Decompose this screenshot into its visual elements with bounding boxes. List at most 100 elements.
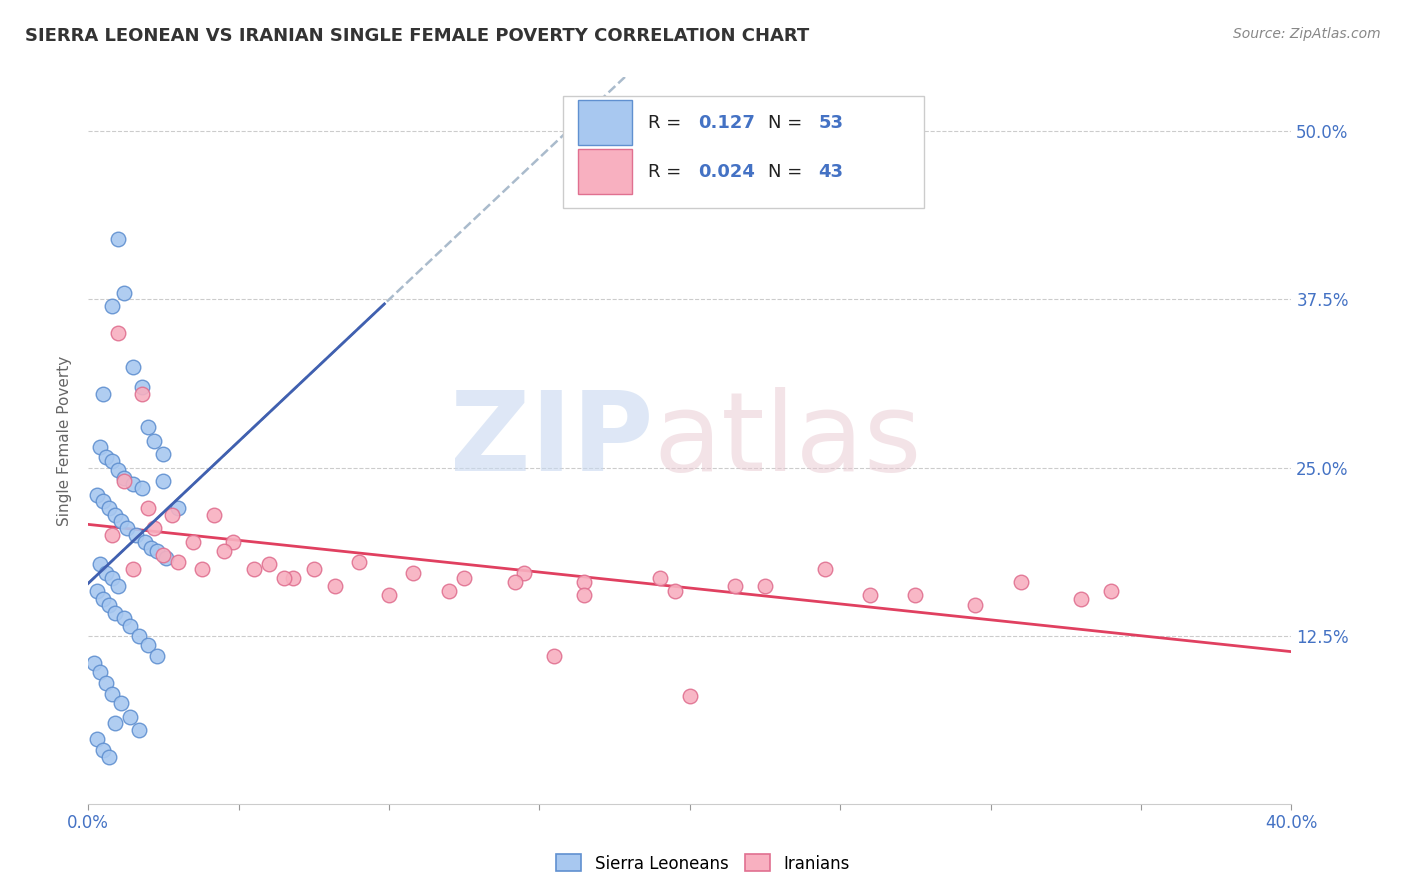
Point bbox=[86, 584, 108, 599]
Point bbox=[453, 571, 475, 585]
Point bbox=[86, 487, 108, 501]
FancyBboxPatch shape bbox=[578, 100, 631, 145]
Point bbox=[257, 558, 280, 572]
Point bbox=[347, 555, 370, 569]
Point bbox=[101, 571, 124, 585]
Point bbox=[191, 561, 214, 575]
Point bbox=[143, 521, 166, 535]
Text: ZIP: ZIP bbox=[450, 387, 654, 494]
Point bbox=[110, 696, 132, 710]
Point bbox=[146, 648, 169, 663]
Point bbox=[724, 579, 747, 593]
Point bbox=[107, 463, 129, 477]
Point bbox=[101, 454, 124, 468]
Point bbox=[152, 548, 174, 562]
FancyBboxPatch shape bbox=[578, 149, 631, 194]
Text: R =: R = bbox=[648, 163, 686, 181]
Point bbox=[125, 528, 148, 542]
Point bbox=[323, 579, 346, 593]
Text: N =: N = bbox=[768, 163, 808, 181]
Point bbox=[112, 611, 135, 625]
Point bbox=[86, 732, 108, 747]
Point bbox=[117, 521, 139, 535]
Point bbox=[128, 723, 150, 737]
Point bbox=[167, 555, 190, 569]
Text: R =: R = bbox=[648, 114, 686, 132]
Point bbox=[98, 598, 121, 612]
Point bbox=[141, 541, 163, 556]
Point bbox=[664, 584, 686, 599]
Point bbox=[122, 561, 145, 575]
Point bbox=[136, 420, 159, 434]
Point bbox=[904, 589, 927, 603]
Point bbox=[543, 648, 565, 663]
Point bbox=[437, 584, 460, 599]
Point bbox=[91, 386, 114, 401]
Point bbox=[378, 589, 401, 603]
Legend: Sierra Leoneans, Iranians: Sierra Leoneans, Iranians bbox=[550, 847, 856, 880]
Point bbox=[98, 750, 121, 764]
Point bbox=[679, 690, 702, 704]
Point bbox=[574, 574, 596, 589]
FancyBboxPatch shape bbox=[564, 95, 924, 208]
Point bbox=[128, 629, 150, 643]
Point bbox=[104, 508, 127, 522]
Point bbox=[152, 474, 174, 488]
Text: atlas: atlas bbox=[654, 387, 922, 494]
Point bbox=[754, 579, 776, 593]
Point bbox=[183, 534, 205, 549]
Point bbox=[503, 574, 526, 589]
Point bbox=[574, 589, 596, 603]
Point bbox=[112, 471, 135, 485]
Point bbox=[89, 558, 111, 572]
Point bbox=[134, 534, 156, 549]
Text: SIERRA LEONEAN VS IRANIAN SINGLE FEMALE POVERTY CORRELATION CHART: SIERRA LEONEAN VS IRANIAN SINGLE FEMALE … bbox=[25, 27, 810, 45]
Point bbox=[143, 434, 166, 448]
Point bbox=[302, 561, 325, 575]
Point bbox=[152, 447, 174, 461]
Point bbox=[120, 709, 142, 723]
Point bbox=[965, 598, 987, 612]
Point bbox=[146, 544, 169, 558]
Text: 0.127: 0.127 bbox=[699, 114, 755, 132]
Point bbox=[98, 500, 121, 515]
Point bbox=[104, 716, 127, 731]
Text: 43: 43 bbox=[818, 163, 844, 181]
Point bbox=[221, 534, 243, 549]
Point bbox=[242, 561, 264, 575]
Point bbox=[212, 544, 235, 558]
Point bbox=[131, 380, 153, 394]
Point bbox=[136, 638, 159, 652]
Point bbox=[107, 326, 129, 340]
Point bbox=[513, 566, 536, 580]
Point bbox=[112, 474, 135, 488]
Point bbox=[110, 515, 132, 529]
Point bbox=[1099, 584, 1122, 599]
Point bbox=[162, 508, 184, 522]
Point bbox=[101, 687, 124, 701]
Point bbox=[136, 500, 159, 515]
Point bbox=[273, 571, 295, 585]
Text: Source: ZipAtlas.com: Source: ZipAtlas.com bbox=[1233, 27, 1381, 41]
Point bbox=[91, 592, 114, 607]
Point bbox=[814, 561, 837, 575]
Text: 0.024: 0.024 bbox=[699, 163, 755, 181]
Point bbox=[155, 550, 177, 565]
Point bbox=[131, 481, 153, 495]
Point bbox=[96, 676, 118, 690]
Point bbox=[89, 441, 111, 455]
Point bbox=[167, 500, 190, 515]
Text: 53: 53 bbox=[818, 114, 844, 132]
Text: N =: N = bbox=[768, 114, 808, 132]
Point bbox=[89, 665, 111, 680]
Point bbox=[122, 476, 145, 491]
Point bbox=[104, 606, 127, 620]
Point bbox=[101, 528, 124, 542]
Point bbox=[131, 386, 153, 401]
Point bbox=[204, 508, 226, 522]
Point bbox=[402, 566, 425, 580]
Y-axis label: Single Female Poverty: Single Female Poverty bbox=[58, 356, 72, 526]
Point bbox=[112, 285, 135, 300]
Point bbox=[83, 656, 105, 670]
Point bbox=[96, 566, 118, 580]
